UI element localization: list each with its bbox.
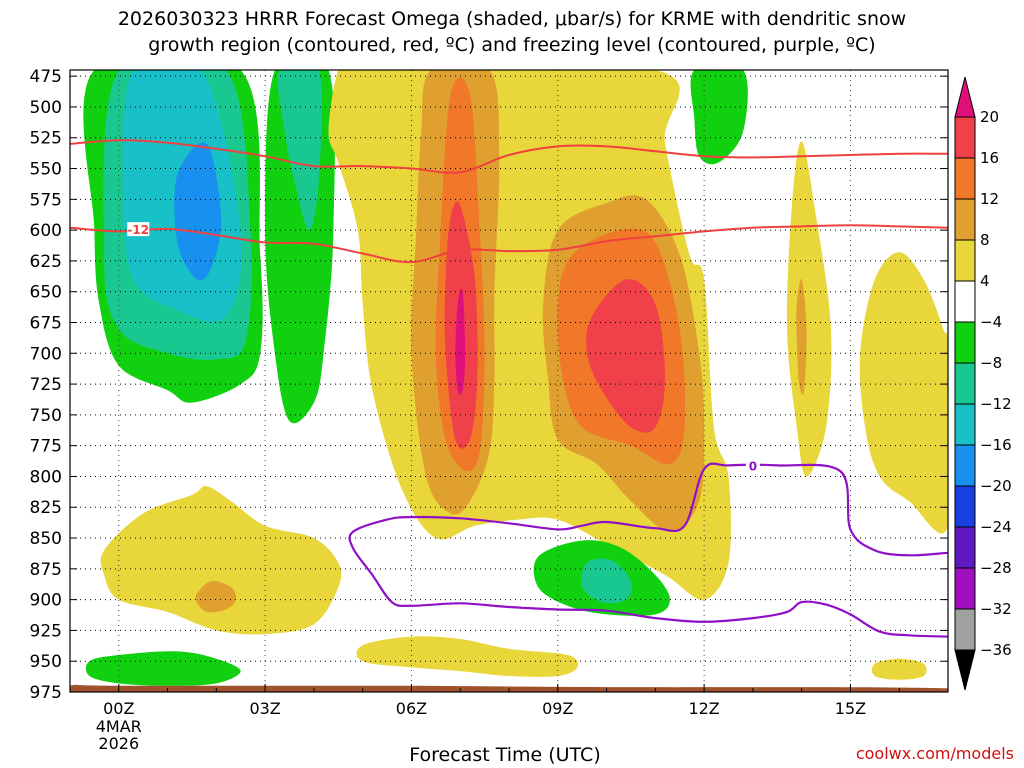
colorbar-label-12: −32 [980,600,1012,618]
x-tick-label-15: 15Z [835,699,866,718]
omega-shading [70,70,948,692]
colorbar-label-5: −4 [980,313,1002,331]
colorbar-bin-2 [954,157,976,200]
colorbar-bin-4 [954,239,976,282]
omega-region-5 [174,142,222,281]
omega-region-13 [455,288,466,395]
colorbar-bin-10 [954,485,976,528]
omega-region-18 [100,486,342,635]
date-label-0: 4MAR [96,717,142,736]
colorbar-bin-12 [954,567,976,610]
omega-region-21 [871,658,927,680]
x-tick-label-6: 06Z [396,699,427,718]
y-tick-label-750: 750 [30,406,62,426]
x-tick-label-12: 12Z [688,699,719,718]
y-tick-label-550: 550 [30,160,62,180]
y-tick-label-700: 700 [30,344,62,364]
colorbar-bin-3 [954,198,976,241]
omega-region-3 [277,70,323,231]
colorbar-label-0: 20 [980,108,999,126]
y-tick-label-625: 625 [30,252,62,272]
omega-region-23 [581,558,632,604]
y-tick-label-775: 775 [30,437,62,457]
colorbar-label-8: −16 [980,436,1012,454]
y-tick-label-900: 900 [30,591,62,611]
omega-region-19 [195,580,237,613]
y-tick-label-950: 950 [30,652,62,672]
y-tick-label-675: 675 [30,313,62,333]
x-axis-label: Forecast Time (UTC) [409,744,601,766]
colorbar-label-4: 4 [980,272,990,290]
freezing-level-label: 0 [749,459,757,473]
date-label-1: 2026 [98,734,139,753]
y-tick-label-725: 725 [30,375,62,395]
omega-region-17 [690,70,748,165]
x-tick-label-0: 00Z [103,699,134,718]
colorbar-bin-1 [954,116,976,159]
dendritic-contour-label: -12 [127,223,149,237]
omega-region-20 [356,636,579,677]
contour-lines: -12 0 [70,139,948,638]
colorbar-label-7: −12 [980,395,1012,413]
colorbar-label-1: 16 [980,149,999,167]
y-tick-label-500: 500 [30,98,62,118]
colorbar-label-6: −8 [980,354,1002,372]
omega-region-15 [796,278,807,395]
chart-title: 2026030323 HRRR Forecast Omega (shaded, … [0,6,1024,58]
omega-region-12 [586,279,666,433]
y-tick-label-525: 525 [30,129,62,149]
y-tick-label-600: 600 [30,221,62,241]
omega-region-14 [786,141,832,477]
y-tick-label-475: 475 [30,67,62,87]
colorbar-bin-8 [954,403,976,446]
dendritic-contour-lower [70,224,948,264]
y-tick-label-650: 650 [30,283,62,303]
y-tick-label-575: 575 [30,190,62,210]
x-tick-label-3: 03Z [249,699,280,718]
colorbar-label-9: −20 [980,477,1012,495]
y-tick-label-850: 850 [30,529,62,549]
y-tick-label-800: 800 [30,467,62,487]
colorbar: 20 16 12 8 4 −4 −8 −12 −16 −20 −24 −28 −32 −36 [954,76,1012,691]
chart-title-line1: 2026030323 HRRR Forecast Omega (shaded, … [117,8,907,30]
colorbar-label-10: −24 [980,518,1012,536]
y-tick-label-875: 875 [30,560,62,580]
colorbar-bin-13 [954,608,976,651]
dendritic-label-bg [127,222,150,237]
colorbar-top-triangle [954,76,976,118]
colorbar-bin-5 [954,280,976,323]
y-tick-label-975: 975 [30,683,62,703]
chart-title-line2: growth region (contoured, red, ºC) and f… [148,34,876,56]
colorbar-bin-6 [954,321,976,364]
y-axis: 475 500 525 550 575 600 625 650 675 700 725 750 775 8… [30,67,948,703]
y-tick-label-825: 825 [30,498,62,518]
omega-region-24 [85,651,241,686]
x-tick-label-9: 09Z [542,699,573,718]
colorbar-bin-11 [954,526,976,569]
colorbar-label-13: −36 [980,641,1012,659]
freezing-label-bg [745,457,760,472]
colorbar-bin-7 [954,362,976,405]
dendritic-contour-upper [70,139,948,174]
grid-lines [70,70,948,692]
colorbar-label-11: −28 [980,559,1012,577]
y-tick-label-925: 925 [30,621,62,641]
colorbar-label-2: 12 [980,190,999,208]
colorbar-label-3: 8 [980,231,990,249]
colorbar-bin-9 [954,444,976,487]
credit-text[interactable]: coolwx.com/models [855,744,1014,763]
freezing-level-contour [348,462,948,638]
colorbar-bottom-triangle [954,649,976,691]
